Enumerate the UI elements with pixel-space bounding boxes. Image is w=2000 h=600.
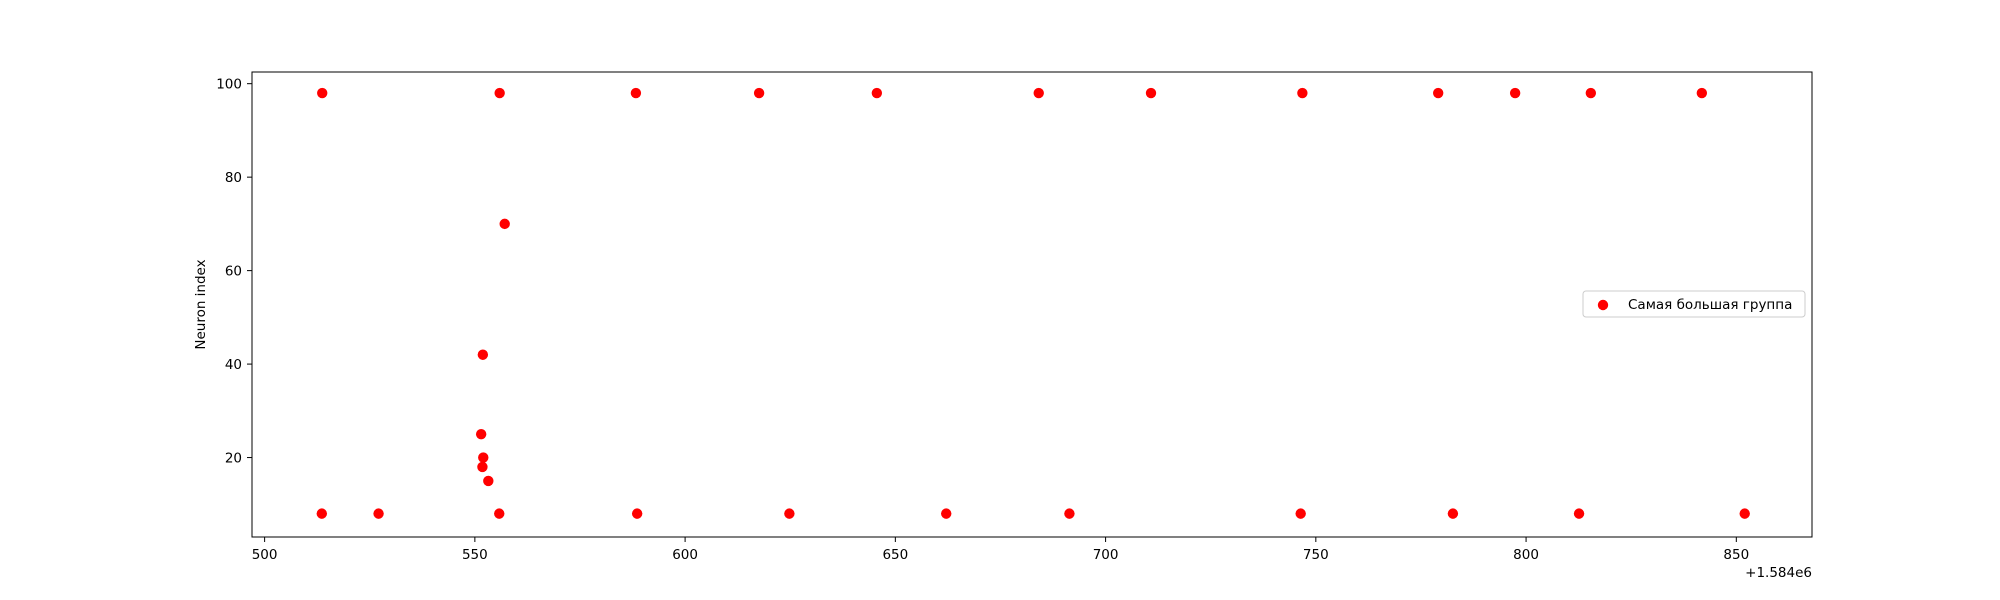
data-point xyxy=(478,452,489,463)
x-tick-label: 500 xyxy=(252,547,278,563)
x-tick-label: 550 xyxy=(462,547,488,563)
x-tick-label: 650 xyxy=(882,547,908,563)
x-tick-label: 700 xyxy=(1093,547,1119,563)
data-point xyxy=(1432,87,1444,99)
data-point xyxy=(475,428,487,440)
x-tick-label: 800 xyxy=(1513,547,1539,563)
x-tick-label: 750 xyxy=(1303,547,1329,563)
x-tick-label: 850 xyxy=(1723,547,1749,563)
data-point xyxy=(1033,87,1044,99)
data-point xyxy=(1145,87,1157,99)
y-tick-label: 20 xyxy=(225,451,242,467)
data-point xyxy=(494,87,505,99)
data-point xyxy=(1573,508,1585,519)
data-point xyxy=(1064,508,1075,519)
data-point xyxy=(630,87,642,99)
data-point xyxy=(483,475,494,487)
x-axis-offset-label: +1.584e6 xyxy=(1745,565,1812,581)
y-tick-label: 60 xyxy=(225,264,242,280)
data-points xyxy=(316,87,1750,519)
data-point xyxy=(1509,87,1521,99)
data-point xyxy=(631,508,643,519)
data-point xyxy=(1297,87,1308,99)
data-point xyxy=(499,218,510,230)
data-point xyxy=(316,508,328,519)
data-point xyxy=(477,461,488,473)
y-tick-label: 40 xyxy=(225,357,242,373)
y-tick-label: 80 xyxy=(225,170,242,186)
data-point xyxy=(1295,508,1306,519)
y-axis-ticks: 20 40 60 80 100 xyxy=(216,77,252,467)
data-point xyxy=(871,87,883,99)
data-point xyxy=(1447,508,1459,519)
plot-frame xyxy=(251,71,1813,538)
y-tick-label: 100 xyxy=(216,77,242,93)
legend-marker xyxy=(1597,299,1609,311)
data-point xyxy=(1585,87,1597,99)
data-point xyxy=(784,508,795,519)
legend: Самая большая группа xyxy=(1582,290,1806,318)
data-point xyxy=(373,508,384,519)
data-point xyxy=(1696,87,1708,99)
x-tick-label: 600 xyxy=(672,547,698,563)
data-point xyxy=(941,508,952,519)
y-axis-label: Neuron index xyxy=(193,259,209,349)
data-point xyxy=(477,349,489,360)
legend-entry-label: Самая большая группа xyxy=(1628,297,1792,313)
legend-box xyxy=(1582,290,1806,318)
data-point xyxy=(494,508,505,519)
data-point xyxy=(1739,508,1750,519)
x-axis-ticks: 500 550 600 650 700 750 800 850 xyxy=(252,537,1749,563)
data-point xyxy=(317,87,328,99)
data-point xyxy=(753,87,765,99)
